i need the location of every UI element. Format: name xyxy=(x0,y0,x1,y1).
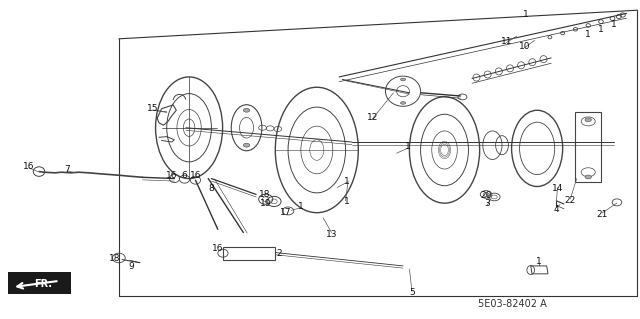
Text: 14: 14 xyxy=(552,184,563,193)
Text: 7: 7 xyxy=(64,165,70,174)
Text: 4: 4 xyxy=(554,205,559,214)
Text: 16: 16 xyxy=(166,171,177,180)
Text: 16: 16 xyxy=(23,162,35,171)
Ellipse shape xyxy=(243,143,250,147)
Text: 6: 6 xyxy=(182,171,188,180)
Text: 16: 16 xyxy=(212,244,223,253)
Text: 1: 1 xyxy=(344,197,349,206)
Text: 19: 19 xyxy=(260,199,271,208)
Text: 22: 22 xyxy=(564,196,576,205)
Text: 1: 1 xyxy=(536,257,542,266)
Text: 15: 15 xyxy=(147,104,159,113)
Text: 20: 20 xyxy=(481,190,492,200)
Text: 11: 11 xyxy=(500,37,512,46)
Text: 18: 18 xyxy=(259,190,271,199)
Text: 2: 2 xyxy=(276,249,282,258)
Text: 1: 1 xyxy=(611,20,616,29)
Text: 18: 18 xyxy=(109,254,120,263)
Text: 8: 8 xyxy=(209,184,214,193)
Text: 16: 16 xyxy=(190,171,202,180)
Text: 17: 17 xyxy=(280,208,292,217)
Text: 1: 1 xyxy=(344,177,349,186)
Text: 5: 5 xyxy=(409,288,415,297)
Text: 1: 1 xyxy=(598,25,604,34)
Text: 9: 9 xyxy=(129,262,134,271)
FancyBboxPatch shape xyxy=(8,272,71,293)
Ellipse shape xyxy=(401,78,406,81)
Text: 1: 1 xyxy=(586,30,591,39)
Text: 1: 1 xyxy=(405,142,411,151)
Ellipse shape xyxy=(585,118,591,122)
Text: FR.: FR. xyxy=(35,279,52,289)
Text: 1: 1 xyxy=(298,202,304,211)
Text: 13: 13 xyxy=(326,230,337,239)
Ellipse shape xyxy=(401,102,406,104)
Text: 3: 3 xyxy=(484,199,490,208)
Ellipse shape xyxy=(585,175,591,179)
Text: 1: 1 xyxy=(523,10,529,19)
Text: 5E03-82402 A: 5E03-82402 A xyxy=(478,299,547,309)
Text: 12: 12 xyxy=(367,113,378,122)
Text: 10: 10 xyxy=(518,42,530,51)
Text: 21: 21 xyxy=(596,210,608,219)
Ellipse shape xyxy=(243,108,250,112)
